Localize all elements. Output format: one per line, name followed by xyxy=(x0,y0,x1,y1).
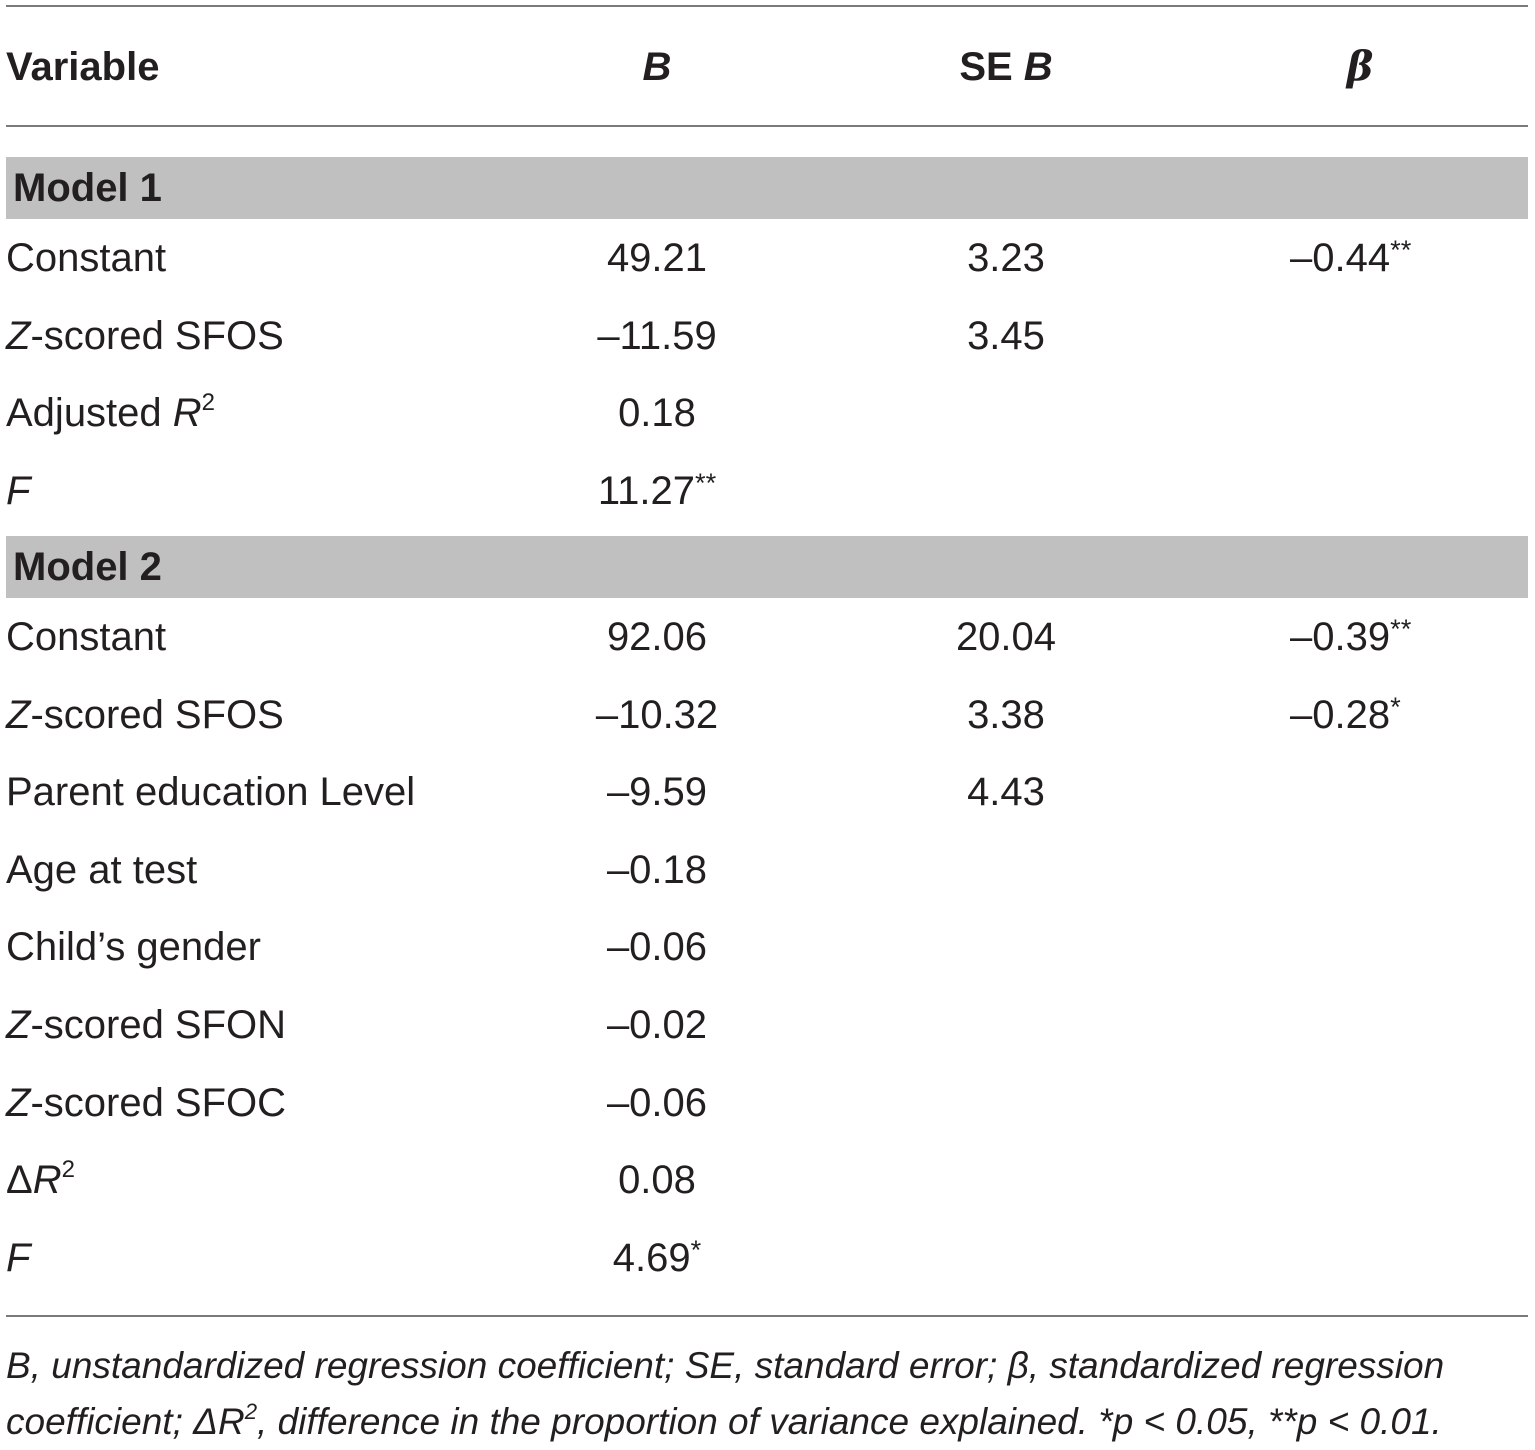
se-b-cell xyxy=(906,916,1106,978)
table-row: Adjusted R2 0.18 xyxy=(6,382,1528,444)
variable-cell: F xyxy=(6,1235,31,1280)
beta-cell: –0.28* xyxy=(1290,690,1401,737)
b-cell: 4.69* xyxy=(612,1233,702,1280)
b-cell: 92.06 xyxy=(606,615,708,659)
table-row: Z-scored SFOS –10.32 3.38 –0.28* xyxy=(6,684,1528,746)
header-b: B xyxy=(642,45,672,89)
variable-cell: Z-scored SFOS xyxy=(6,692,284,737)
variable-cell: Constant xyxy=(6,615,167,659)
se-b-cell: 20.04 xyxy=(955,615,1057,659)
se-b-cell: 4.43 xyxy=(967,770,1045,815)
variable-cell: F xyxy=(6,468,31,513)
model2-section-header: Model 2 xyxy=(6,536,1528,598)
variable-cell: Parent education Level xyxy=(6,770,416,815)
table-row: Z-scored SFON –0.02 xyxy=(6,994,1528,1056)
footnote-line-2: coefficient; ΔR2, difference in the prop… xyxy=(6,1398,1442,1442)
se-b-cell: 3.38 xyxy=(967,692,1045,737)
table-row: Constant 49.21 3.23 –0.44** xyxy=(6,227,1528,289)
se-b-cell xyxy=(906,994,1106,1056)
table-bottom-rule xyxy=(6,1315,1528,1317)
table-row: Child’s gender –0.06 xyxy=(6,916,1528,978)
se-b-cell xyxy=(906,1072,1106,1134)
table-row: Age at test –0.18 xyxy=(6,839,1528,901)
se-b-cell: 3.23 xyxy=(967,236,1045,280)
table-row: Z-scored SFOC –0.06 xyxy=(6,1072,1528,1134)
b-cell: –0.06 xyxy=(606,925,708,970)
beta-cell: –0.44** xyxy=(1290,234,1412,280)
table-row: Constant 92.06 20.04 –0.39** xyxy=(6,606,1528,668)
b-cell: 49.21 xyxy=(606,236,708,280)
se-b-cell xyxy=(906,839,1106,901)
variable-cell: Child’s gender xyxy=(6,925,261,970)
b-cell: –0.18 xyxy=(606,847,708,892)
se-b-cell xyxy=(906,1149,1106,1211)
variable-cell: Z-scored SFON xyxy=(6,1003,287,1047)
se-b-cell xyxy=(906,460,1106,522)
variable-cell: ΔR2 xyxy=(6,1155,75,1203)
se-b-cell xyxy=(906,1227,1106,1289)
table-row: F 11.27** xyxy=(6,460,1528,522)
section-title: Model 2 xyxy=(13,545,162,589)
header-variable: Variable xyxy=(6,45,160,89)
table-header-row: Variable B SE B β xyxy=(6,36,1528,98)
b-cell: –0.06 xyxy=(606,1080,708,1125)
b-cell: –10.32 xyxy=(595,692,719,737)
beta-cell: –0.39** xyxy=(1290,613,1412,659)
table-row: Parent education Level –9.59 4.43 xyxy=(6,761,1528,823)
model1-section-header: Model 1 xyxy=(6,157,1528,219)
se-b-cell xyxy=(906,382,1106,444)
se-b-cell: 3.45 xyxy=(967,313,1045,358)
b-cell: –11.59 xyxy=(597,313,717,358)
section-title: Model 1 xyxy=(13,166,162,210)
table-row: Z-scored SFOS –11.59 3.45 xyxy=(6,305,1528,367)
b-cell: –0.02 xyxy=(606,1003,708,1047)
b-cell: 0.18 xyxy=(618,391,696,436)
b-cell: 11.27** xyxy=(597,466,717,513)
table-header-rule xyxy=(6,125,1528,127)
table-top-rule xyxy=(6,5,1528,7)
header-se-b: SE B xyxy=(959,45,1053,89)
b-cell: –9.59 xyxy=(606,770,708,815)
table-footnote: B, unstandardized regression coefficient… xyxy=(6,1338,1531,1450)
variable-cell: Z-scored SFOC xyxy=(6,1080,287,1125)
table-row: ΔR2 0.08 xyxy=(6,1149,1528,1211)
table-row: F 4.69* xyxy=(6,1227,1528,1289)
footnote-line-1: B, unstandardized regression coefficient… xyxy=(6,1345,1445,1386)
b-cell: 0.08 xyxy=(618,1158,696,1203)
variable-cell: Age at test xyxy=(6,847,198,892)
variable-cell: Adjusted R2 xyxy=(6,388,216,436)
header-beta: β xyxy=(1346,43,1374,90)
variable-cell: Z-scored SFOS xyxy=(6,313,284,358)
variable-cell: Constant xyxy=(6,236,167,280)
